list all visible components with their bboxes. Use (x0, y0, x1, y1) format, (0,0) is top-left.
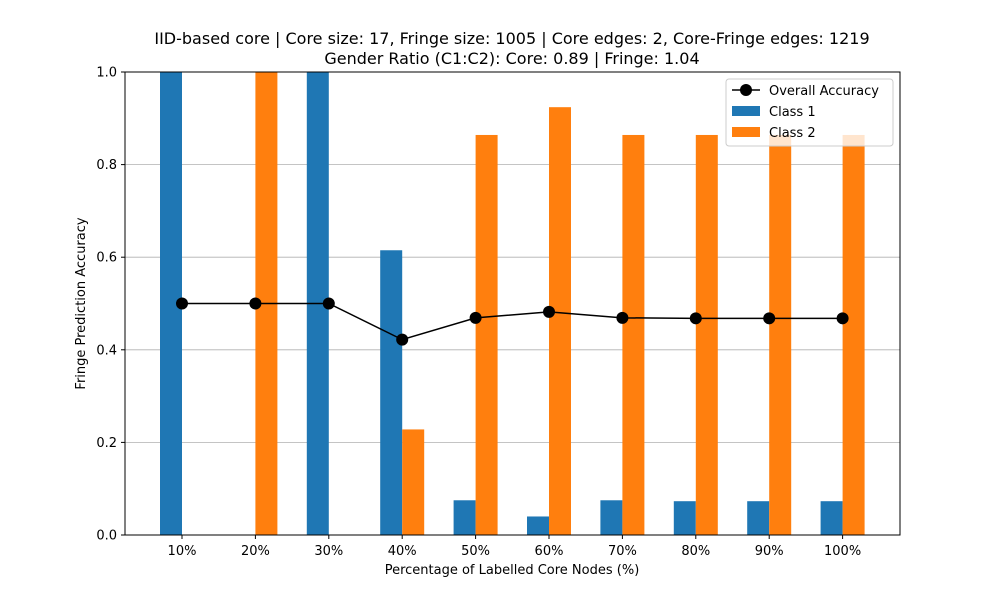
x-axis-ticks: 10% 20% 30% 40% 50% 60% 70% 80% 90% 100% (168, 535, 861, 559)
legend-label-overall: Overall Accuracy (769, 84, 879, 99)
x-axis-label: Percentage of Labelled Core Nodes (%) (385, 563, 640, 578)
legend: Overall Accuracy Class 1 Class 2 (725, 78, 894, 147)
bar-class1 (747, 501, 770, 535)
legend-label-class2: Class 2 (769, 126, 816, 141)
overall-accuracy-point (543, 305, 555, 318)
bar-class2 (695, 134, 718, 535)
y-tick-label: 0.0 (96, 529, 117, 544)
x-tick-label: 40% (388, 544, 417, 559)
chart-title: IID-based core | Core size: 17, Fringe s… (154, 29, 869, 48)
plot-frame (124, 71, 901, 536)
legend-label-class1: Class 1 (769, 105, 816, 120)
overall-accuracy-point (396, 333, 409, 346)
x-tick-label: 80% (681, 544, 710, 559)
overall-accuracy-point (616, 311, 629, 324)
y-axis-label: Fringe Prediction Accuracy (74, 217, 89, 389)
x-tick-label: 70% (608, 544, 637, 559)
y-tick-label: 0.6 (96, 251, 117, 266)
bar-class2 (475, 134, 498, 535)
y-tick-label: 0.8 (96, 158, 117, 173)
bar-class1 (160, 72, 182, 535)
bar-class1 (673, 501, 696, 535)
bar-class2 (842, 134, 865, 535)
legend-swatch-class1 (732, 106, 760, 116)
bars (160, 72, 865, 536)
legend-marker-swatch (740, 84, 752, 96)
x-tick-label: 30% (314, 544, 343, 559)
legend-swatch-class2 (732, 127, 760, 137)
x-tick-label: 10% (168, 544, 197, 559)
x-tick-label: 100% (824, 544, 861, 559)
overall-accuracy-point (689, 312, 702, 325)
bar-class1 (527, 516, 549, 535)
overall-accuracy-point (836, 312, 849, 325)
chart-subtitle: Gender Ratio (C1:C2): Core: 0.89 | Fring… (324, 49, 699, 68)
y-tick-label: 0.4 (96, 343, 117, 358)
legend-box (725, 78, 894, 147)
bar-class1 (820, 501, 843, 535)
overall-accuracy-polyline (182, 302, 843, 341)
bar-class2 (549, 107, 571, 536)
bar-class1 (453, 500, 476, 535)
x-tick-label: 50% (461, 544, 490, 559)
bar-class2 (402, 429, 425, 535)
y-axis-ticks: 0.0 0.2 0.4 0.6 0.8 1.0 (96, 66, 125, 544)
bar-class1 (600, 500, 623, 535)
overall-accuracy-line (176, 297, 849, 346)
overall-accuracy-point (763, 312, 776, 325)
x-tick-label: 60% (535, 544, 564, 559)
bar-class1 (380, 250, 403, 535)
x-tick-label: 20% (241, 544, 270, 559)
y-tick-label: 0.2 (96, 436, 117, 451)
overall-accuracy-point (249, 297, 262, 310)
bar-class2 (622, 134, 645, 535)
bar-class2 (769, 134, 792, 535)
y-tick-label: 1.0 (96, 66, 117, 81)
x-tick-label: 90% (755, 544, 784, 559)
overall-accuracy-point (469, 311, 482, 324)
overall-accuracy-point (176, 297, 188, 310)
overall-accuracy-point (322, 297, 335, 310)
